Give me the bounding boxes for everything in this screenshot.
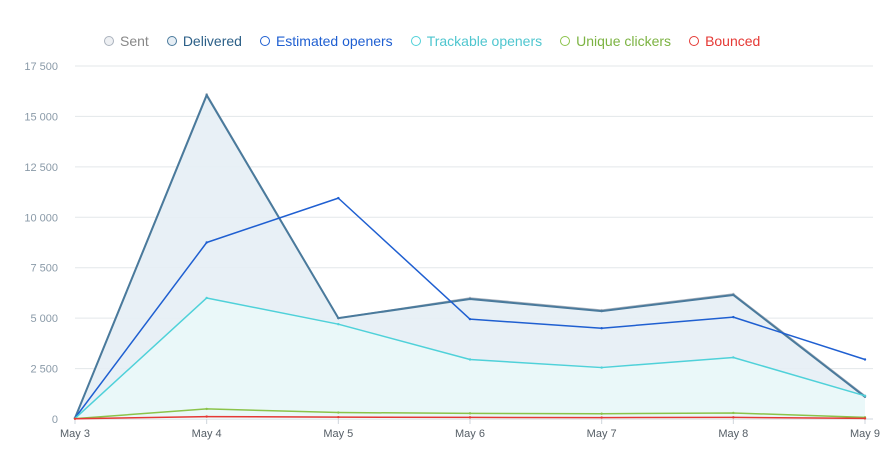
- y-tick-label: 0: [52, 414, 58, 426]
- point-bounced[interactable]: [468, 416, 472, 419]
- axis-labels: 0 2 500 5 000 7 500 10 000 12 500 15 000 17 500…: [24, 61, 880, 440]
- legend-item-sent[interactable]: Sent: [104, 33, 149, 49]
- legend-label-sent: Sent: [120, 33, 149, 49]
- point-delivered[interactable]: [337, 316, 340, 320]
- x-tick-label: May 3: [60, 428, 90, 440]
- legend-label-bounced: Bounced: [705, 33, 761, 49]
- point-trackable-openers[interactable]: [205, 296, 208, 300]
- legend-item-trackable-openers[interactable]: Trackable openers: [410, 33, 543, 49]
- point-bounced[interactable]: [732, 416, 735, 419]
- legend-item-unique-clickers[interactable]: Unique clickers: [560, 33, 671, 49]
- x-tick-label: May 7: [587, 428, 617, 440]
- x-tick-label: May 6: [455, 428, 485, 440]
- point-bounced[interactable]: [600, 416, 603, 419]
- y-tick-label: 7 500: [30, 263, 58, 275]
- point-estimated-openers[interactable]: [600, 327, 603, 330]
- legend-label-trackable-openers: Trackable openers: [426, 33, 543, 49]
- point-trackable-openers[interactable]: [732, 356, 735, 359]
- point-unique-clickers[interactable]: [732, 411, 735, 415]
- point-delivered[interactable]: [600, 309, 603, 313]
- legend-marker-trackable-openers-icon: [410, 36, 421, 46]
- legend-item-bounced[interactable]: Bounced: [689, 33, 760, 49]
- point-estimated-openers[interactable]: [337, 196, 340, 200]
- legend-label-unique-clickers: Unique clickers: [576, 33, 672, 49]
- y-tick-label: 17 500: [24, 61, 58, 73]
- series-lines: [73, 93, 867, 420]
- point-estimated-openers[interactable]: [863, 358, 867, 361]
- x-tick-label: May 4: [192, 428, 222, 440]
- point-bounced[interactable]: [863, 417, 867, 420]
- point-estimated-openers[interactable]: [732, 315, 735, 319]
- y-tick-label: 5 000: [30, 313, 58, 325]
- point-unique-clickers[interactable]: [205, 407, 208, 411]
- point-estimated-openers[interactable]: [468, 317, 472, 321]
- point-unique-clickers[interactable]: [600, 412, 603, 415]
- point-bounced[interactable]: [205, 415, 208, 418]
- legend-marker-sent-icon: [104, 36, 114, 46]
- point-trackable-openers[interactable]: [337, 322, 340, 326]
- chart-legend: Sent Delivered Estimated openers Trackab…: [104, 33, 778, 49]
- legend-label-estimated-openers: Estimated openers: [275, 33, 393, 49]
- point-delivered[interactable]: [732, 293, 735, 297]
- point-unique-clickers[interactable]: [468, 412, 472, 415]
- point-trackable-openers[interactable]: [863, 394, 867, 398]
- point-bounced[interactable]: [73, 417, 77, 420]
- legend-marker-bounced-icon: [689, 36, 700, 46]
- legend-item-estimated-openers[interactable]: Estimated openers: [259, 33, 393, 49]
- legend-marker-estimated-openers-icon: [259, 36, 270, 46]
- area-trackable-openers: [75, 297, 865, 419]
- legend-label-delivered: Delivered: [182, 33, 242, 49]
- point-trackable-openers[interactable]: [600, 366, 603, 369]
- point-delivered[interactable]: [205, 94, 208, 97]
- y-tick-label: 15 000: [24, 111, 58, 123]
- x-tick-label: May 9: [850, 428, 880, 440]
- point-estimated-openers[interactable]: [205, 241, 208, 244]
- y-tick-label: 10 000: [24, 212, 58, 224]
- y-tick-label: 2 500: [30, 364, 58, 376]
- legend-item-delivered[interactable]: Delivered: [166, 33, 242, 49]
- series-areas: [75, 95, 865, 420]
- y-tick-label: 12 500: [24, 162, 58, 174]
- point-delivered[interactable]: [468, 297, 472, 301]
- point-unique-clickers[interactable]: [337, 411, 340, 414]
- legend-marker-delivered-icon: [166, 36, 177, 46]
- x-tick-label: May 8: [718, 428, 748, 440]
- legend-marker-unique-clickers-icon: [560, 36, 571, 46]
- point-trackable-openers[interactable]: [468, 358, 472, 361]
- x-tick-label: May 5: [323, 428, 353, 440]
- point-bounced[interactable]: [337, 415, 340, 419]
